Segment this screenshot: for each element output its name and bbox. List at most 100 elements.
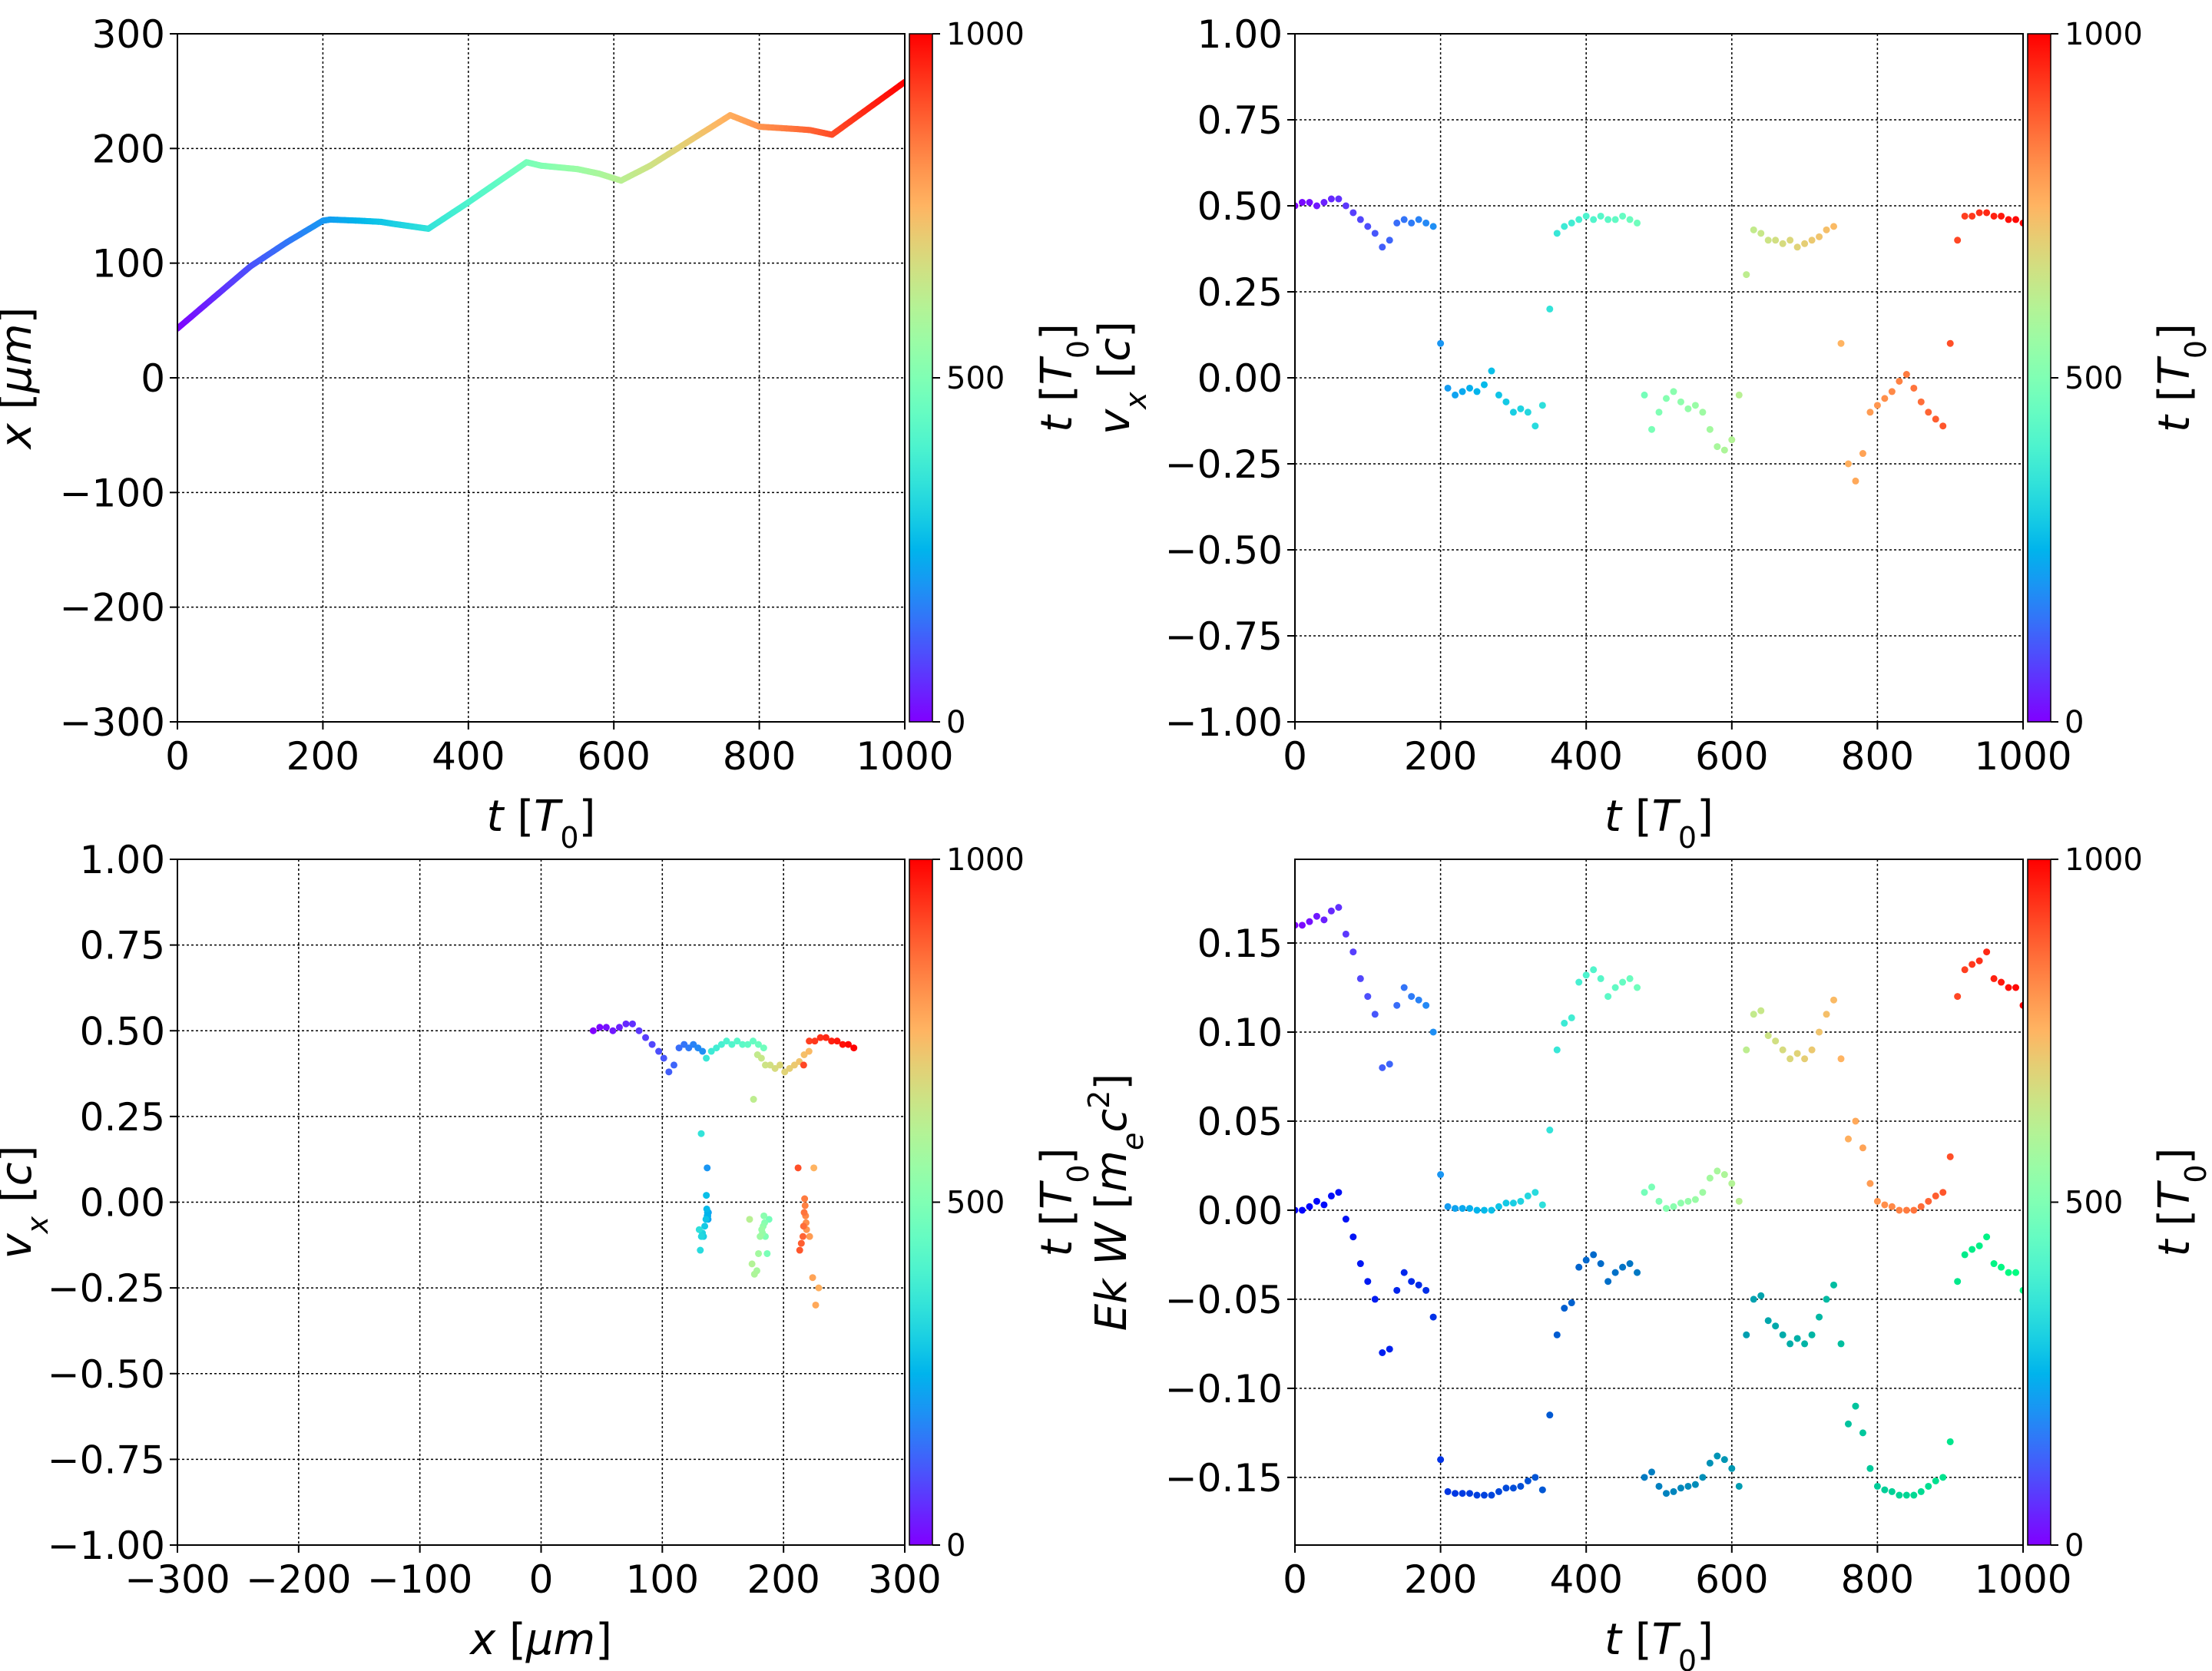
data-point: [1896, 377, 1903, 385]
label-bracket: [: [1087, 1193, 1137, 1223]
data-point: [1634, 1269, 1641, 1276]
data-point: [1561, 223, 1568, 230]
x-tick-label: 0: [1283, 1557, 1307, 1602]
data-point: [1837, 1340, 1845, 1348]
y-tick-label: −100: [60, 471, 165, 515]
data-point: [1524, 1477, 1532, 1484]
x-tick-label: 1000: [1974, 1557, 2071, 1602]
data-point: [1888, 388, 1896, 395]
data-point: [1830, 223, 1838, 230]
y-tick-label: −0.15: [1165, 1456, 1283, 1501]
data-point: [1670, 1203, 1677, 1210]
data-point: [1320, 199, 1328, 207]
data-point: [1546, 305, 1554, 313]
data-point: [746, 1216, 753, 1223]
colorbar: [2027, 33, 2051, 723]
colorbar-tick-label: 1000: [946, 17, 1025, 52]
y-axis-label: vx [c]: [0, 1146, 55, 1259]
data-point: [771, 1064, 779, 1072]
data-point: [760, 1212, 768, 1219]
data-point: [1750, 1011, 1757, 1018]
data-point: [1393, 219, 1401, 227]
data-point: [1568, 1299, 1575, 1307]
axes-frame: [1294, 859, 2024, 1546]
data-point: [1473, 1206, 1481, 1214]
data-point: [1553, 1331, 1561, 1338]
data-point: [1720, 1456, 1728, 1464]
data-point: [1961, 966, 1969, 974]
data-point: [1662, 1490, 1670, 1497]
colorbar-tick-label: 500: [946, 1186, 1005, 1221]
data-point: [1408, 993, 1416, 1001]
data-point: [1509, 1484, 1517, 1492]
data-point: [1998, 1263, 2005, 1271]
data-point: [1619, 212, 1627, 220]
colorbar: [909, 859, 933, 1546]
data-point: [1808, 1046, 1816, 1054]
data-point: [1677, 398, 1684, 405]
data-point: [1837, 1055, 1845, 1063]
data-point: [1306, 199, 1313, 207]
data-point: [1808, 1331, 1816, 1338]
data-point: [809, 1274, 816, 1282]
data-point: [1728, 436, 1736, 444]
data-point: [1691, 402, 1699, 409]
label-variable: t: [487, 792, 505, 842]
label-bracket: ]: [595, 1615, 612, 1665]
data-point: [1925, 409, 1932, 416]
data-point: [1298, 1206, 1306, 1214]
data-point: [1524, 409, 1532, 416]
data-point: [1575, 978, 1583, 986]
data-point: [1532, 422, 1539, 430]
data-point: [800, 1209, 808, 1216]
data-point: [1990, 1260, 1998, 1268]
x-tick-label: 600: [1695, 734, 1768, 779]
label-variable: t: [2150, 414, 2200, 432]
label-variable: x: [0, 422, 41, 450]
data-point: [1750, 226, 1757, 233]
y-tick-label: 0.00: [80, 1181, 165, 1226]
data-point: [1393, 1001, 1401, 1009]
data-point: [797, 1239, 805, 1247]
data-point: [1896, 1206, 1903, 1214]
y-tick-label: −0.75: [1165, 614, 1283, 659]
data-point: [1859, 450, 1866, 458]
data-point: [2012, 1269, 2020, 1276]
data-point: [1699, 409, 1707, 416]
y-tick-label: 1.00: [1197, 12, 1283, 57]
x-tick-label: 200: [1404, 1557, 1477, 1602]
label-bracket: ]: [1697, 1615, 1714, 1665]
data-point: [703, 1205, 710, 1213]
data-point: [1597, 212, 1604, 220]
data-point: [1954, 1278, 1962, 1286]
data-point: [812, 1301, 820, 1309]
data-point: [1356, 974, 1364, 982]
data-point: [1677, 1484, 1684, 1492]
data-point: [796, 1246, 803, 1254]
label-unit: T: [1032, 1180, 1082, 1209]
label-variable: t: [1032, 1238, 1082, 1256]
data-point: [703, 1054, 710, 1062]
data-point: [1954, 237, 1962, 244]
data-point: [1881, 1486, 1889, 1494]
data-point: [1480, 1206, 1488, 1214]
label-unit: T: [1652, 792, 1681, 842]
data-point: [670, 1061, 677, 1069]
data-point: [1910, 1491, 1918, 1499]
data-point: [1772, 1322, 1780, 1330]
y-axis-label: x [μm]: [0, 307, 41, 451]
data-point: [1699, 1189, 1707, 1196]
x-tick-label: 200: [286, 734, 359, 779]
data-point: [1655, 1197, 1663, 1205]
colorbar-label: t [T0]: [2150, 323, 2212, 432]
data-point: [1662, 1205, 1670, 1213]
data-point: [622, 1020, 630, 1027]
data-point: [1866, 409, 1874, 416]
data-point: [699, 1047, 707, 1055]
data-point: [1975, 209, 1983, 217]
data-layer: [589, 1020, 858, 1309]
x-tick-label: 0: [1283, 734, 1307, 779]
data-point: [1400, 1269, 1408, 1276]
x-axis-label: t [T0]: [1604, 792, 1714, 855]
data-point: [1568, 219, 1575, 227]
